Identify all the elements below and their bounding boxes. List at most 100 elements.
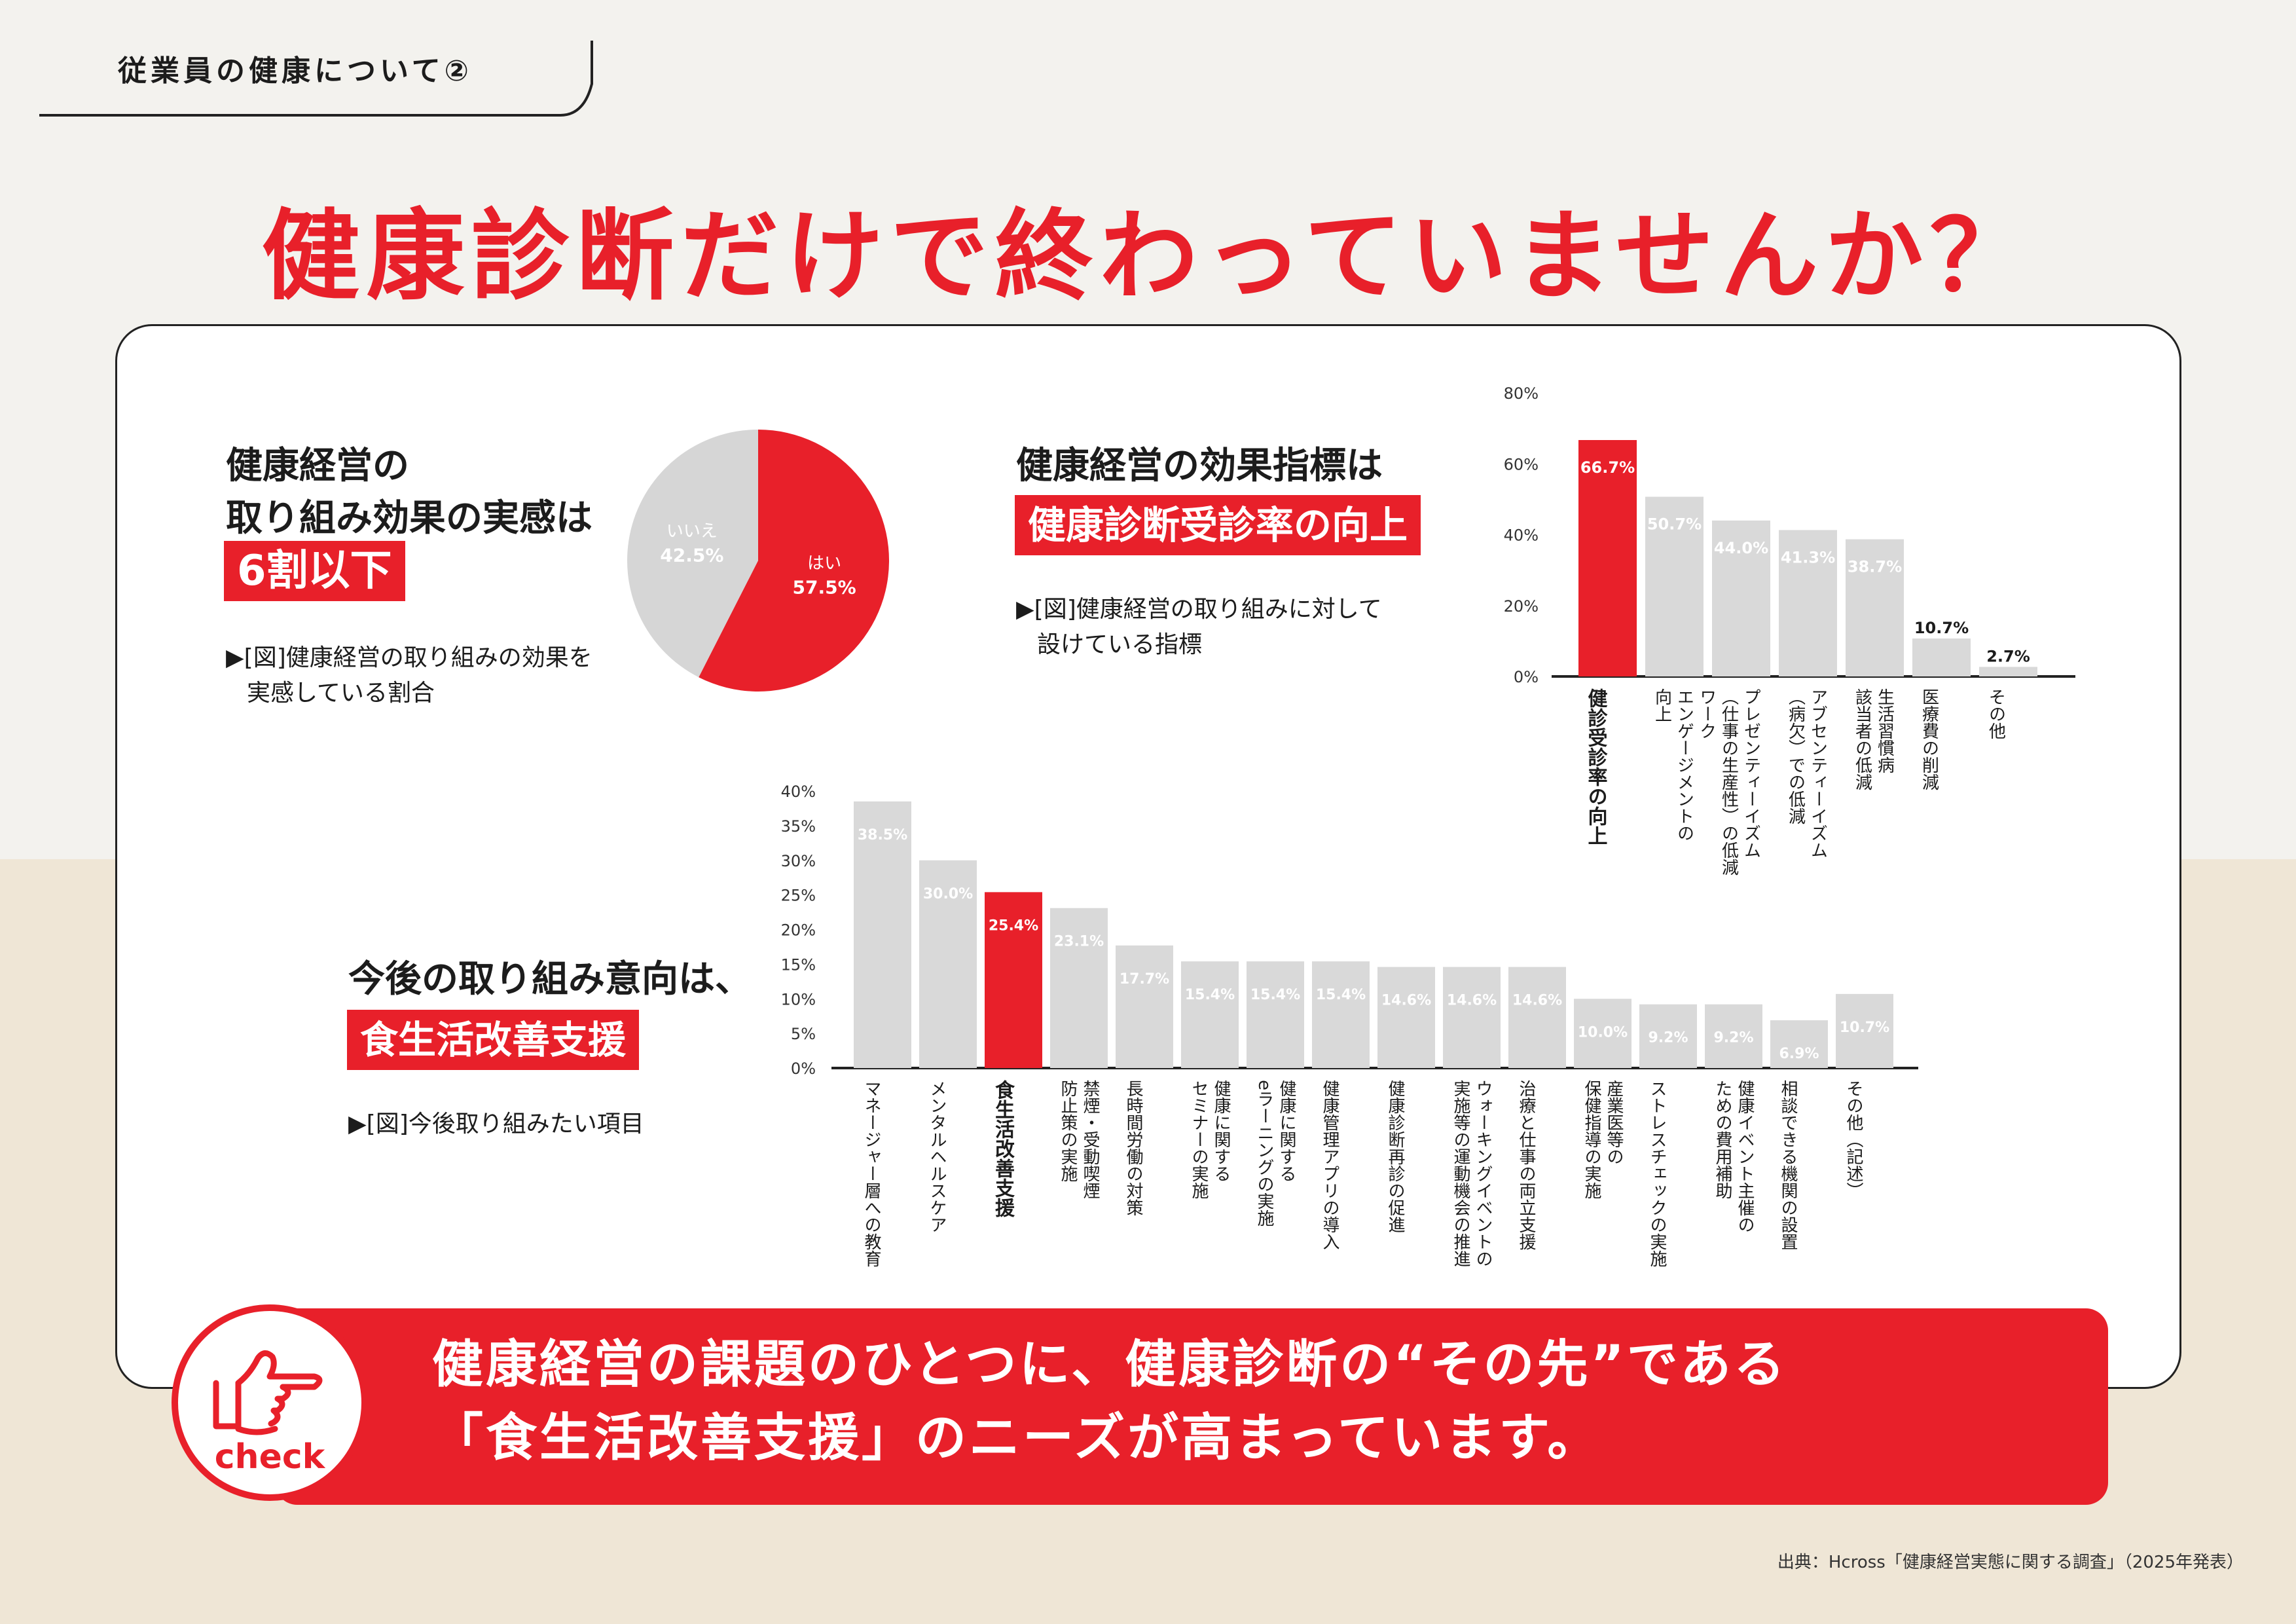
main-heading: 健康診断だけで終わっていませんか？ <box>261 200 2035 314</box>
pie-category-label: いいえ <box>666 522 718 542</box>
source-note: 出典：Hcross「健康経営実態に関する調査」（2025年発表） <box>1777 1553 2244 1572</box>
tag-underline <box>39 41 593 117</box>
bar <box>1578 439 1637 676</box>
bar <box>1979 667 2037 676</box>
category-label: ワーク エンゲージメントの 向上 <box>1652 688 1717 841</box>
bar <box>1443 967 1501 1068</box>
y-tick-label: 10% <box>781 990 816 1008</box>
bar <box>1912 638 1971 676</box>
y-tick-label: 15% <box>781 955 816 974</box>
bar <box>1639 1004 1697 1068</box>
bar-value-label: 15.4% <box>1185 987 1235 1003</box>
bar-value-label: 50.7% <box>1647 515 1702 534</box>
category-label: 禁煙・受動喫煙 防止策の実施 <box>1058 1080 1100 1199</box>
intention-bar-chart: 0% 5% 10% 15% 20% 25% 30% 35% 40% 38.5% 30.0% 25.4%… <box>781 783 1918 1077</box>
block2-note: ▶[図]健康経営の取り組みに対して 設けている指標 <box>1016 592 1382 663</box>
block2-heading: 健康経営の効果指標は <box>1016 445 1383 487</box>
category-label: メンタルヘルスケア <box>927 1080 947 1233</box>
bar <box>1779 530 1837 676</box>
bar-value-label: 6.9% <box>1779 1046 1819 1062</box>
bar <box>1247 961 1304 1068</box>
check-message-line2: 「食生活改善支援」のニーズが高まっています。 <box>432 1409 1601 1467</box>
block3-highlight: 食生活改善支援 <box>347 1010 640 1070</box>
bar-value-label: 9.2% <box>1713 1030 1753 1046</box>
bar-value-label: 2.7% <box>1986 647 2030 665</box>
pie-chart: はい 57.5% いいえ 42.5% <box>627 430 889 692</box>
category-label: 産業医等の 保健指導の実施 <box>1582 1080 1624 1199</box>
check-banner <box>275 1308 2108 1505</box>
block1-heading: 健康経営の 取り組み効果の実感は <box>226 440 592 545</box>
bar <box>1836 993 1893 1068</box>
y-tick-label: 20% <box>781 921 816 940</box>
bar-value-label: 23.1% <box>1054 934 1104 950</box>
bar <box>1116 945 1173 1068</box>
bar-value-label: 14.6% <box>1512 993 1562 1009</box>
category-label: 生活習慣病 該当者の低減 <box>1852 688 1895 790</box>
bar-value-label: 15.4% <box>1316 987 1366 1003</box>
bar <box>1705 1004 1762 1068</box>
bar-value-label: 38.7% <box>1848 558 1902 576</box>
bar-value-label: 66.7% <box>1580 458 1635 477</box>
category-label: 健康に関する セミナーの実施 <box>1189 1080 1231 1199</box>
category-label: 健診受診率の向上 <box>1584 688 1607 845</box>
bar <box>1846 539 1904 676</box>
category-label: 相談できる機関の設置 <box>1778 1080 1798 1250</box>
bar-value-label: 30.0% <box>923 886 973 902</box>
category-label: 治療と仕事の両立支援 <box>1516 1080 1536 1250</box>
bar-value-label: 14.6% <box>1381 993 1431 1009</box>
block1-highlight: 6割以下 <box>224 541 405 601</box>
y-tick-label: 40% <box>1504 526 1539 545</box>
block1-heading-line1: 健康経営の <box>226 445 409 487</box>
category-label: 健康に関する eラーニングの実施 <box>1254 1080 1296 1227</box>
y-tick-label: 20% <box>1504 597 1539 616</box>
category-label: ウォーキングイベントの 実施等の運動機会の推進 <box>1451 1080 1493 1267</box>
bar <box>919 860 977 1068</box>
bar <box>854 801 911 1068</box>
bar-value-label: 10.0% <box>1578 1024 1628 1041</box>
bar-value-label: 9.2% <box>1648 1030 1688 1046</box>
bar <box>1377 967 1435 1068</box>
indicator-bar-chart: 0% 20% 40% 60% 80% 66.7% 50.7% 44.0% 41.3% 38.7% 1… <box>1504 384 2075 686</box>
block2-highlight: 健康診断受診率の向上 <box>1015 495 1421 555</box>
y-tick-label: 5% <box>791 1025 816 1043</box>
y-tick-label: 35% <box>781 817 816 836</box>
block1-note-line1: ▶[図]健康経営の取り組みの効果を <box>226 644 592 671</box>
pie-category-label: はい <box>807 553 841 573</box>
block1-note-line2: 実感している割合 <box>247 680 435 707</box>
pie-value-label: 42.5% <box>660 545 723 566</box>
block3-note: ▶[図]今後取り組みたい項目 <box>348 1111 644 1137</box>
pie-slice-yes <box>699 430 889 692</box>
pie-slice-no <box>627 430 758 678</box>
pie-value-label: 57.5% <box>793 576 856 598</box>
bar <box>1574 999 1631 1068</box>
check-message-line1: 健康経営の課題のひとつに、健康診断の“その先”である <box>432 1335 1787 1394</box>
category-label: マネージャー層への教育 <box>862 1080 881 1267</box>
y-tick-label: 0% <box>791 1060 816 1077</box>
category-label: プレゼンティーイズム （仕事の生産性）の低減 <box>1719 688 1761 876</box>
bar-value-label: 15.4% <box>1250 987 1300 1003</box>
bar-value-label: 10.7% <box>1840 1020 1889 1036</box>
bar-value-label: 10.7% <box>1914 619 1969 637</box>
category-label: 健康管理アプリの導入 <box>1320 1080 1339 1250</box>
block1-note: ▶[図]健康経営の取り組みの効果を 実感している割合 <box>226 640 592 711</box>
category-label: 健康イベント主催の ための費用補助 <box>1713 1080 1755 1233</box>
category-label: 医療費の削減 <box>1919 688 1939 790</box>
category-label: ストレスチェックの実施 <box>1647 1080 1667 1267</box>
y-tick-label: 25% <box>781 887 816 905</box>
block2-note-line2: 設けている指標 <box>1037 631 1203 658</box>
bar <box>1312 961 1370 1068</box>
bar <box>1712 520 1770 676</box>
bar-value-label: 25.4% <box>989 917 1038 934</box>
bar-value-label: 17.7% <box>1120 971 1169 987</box>
bar <box>1508 967 1566 1068</box>
bar <box>1770 1020 1828 1068</box>
bar-value-label: 44.0% <box>1714 539 1768 557</box>
check-badge: check <box>172 1304 368 1501</box>
section-tag: 従業員の健康について② <box>118 54 473 88</box>
category-label: 長時間労働の対策 <box>1123 1080 1143 1216</box>
category-label: その他（記述） <box>1844 1080 1863 1199</box>
category-label: その他 <box>1986 688 2006 739</box>
category-label: 食生活改善支援 <box>991 1080 1014 1217</box>
y-tick-label: 40% <box>781 783 816 801</box>
pointing-hand-icon: check <box>213 1350 326 1477</box>
